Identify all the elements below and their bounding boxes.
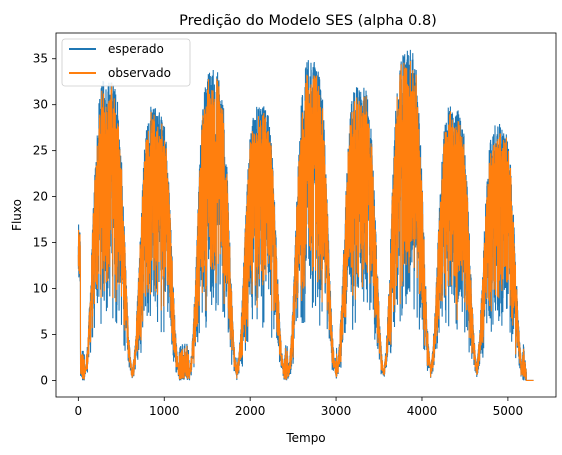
plot-area — [77, 49, 534, 382]
y-tick-label: 30 — [33, 98, 48, 112]
x-tick-label: 4000 — [407, 404, 438, 418]
y-tick-label: 25 — [33, 144, 48, 158]
x-axis-title: Tempo — [285, 431, 325, 445]
y-tick-label: 35 — [33, 52, 48, 66]
x-tick-label: 2000 — [235, 404, 266, 418]
y-tick-label: 20 — [33, 190, 48, 204]
legend-box — [61, 38, 191, 87]
x-tick-label: 5000 — [493, 404, 524, 418]
y-axis: 0 5 10 15 20 25 30 35 — [33, 52, 56, 387]
chart-title: Predição do Modelo SES (alpha 0.8) — [179, 13, 437, 29]
legend-label-observado: observado — [108, 66, 171, 80]
axes-frame — [55, 32, 557, 398]
x-tick-label: 1000 — [149, 404, 180, 418]
y-tick-label: 15 — [33, 236, 48, 250]
y-axis-title: Fluxo — [10, 199, 24, 231]
y-tick-label: 5 — [40, 327, 48, 341]
legend-label-esperado: esperado — [108, 42, 164, 56]
x-tick-label: 0 — [75, 404, 83, 418]
y-tick-label: 0 — [40, 373, 48, 387]
y-tick-label: 10 — [33, 282, 48, 296]
legend: esperado observado — [61, 38, 191, 87]
series-line-observado — [77, 60, 534, 381]
x-tick-label: 3000 — [321, 404, 352, 418]
x-axis: 0 1000 2000 3000 4000 5000 — [75, 397, 524, 418]
